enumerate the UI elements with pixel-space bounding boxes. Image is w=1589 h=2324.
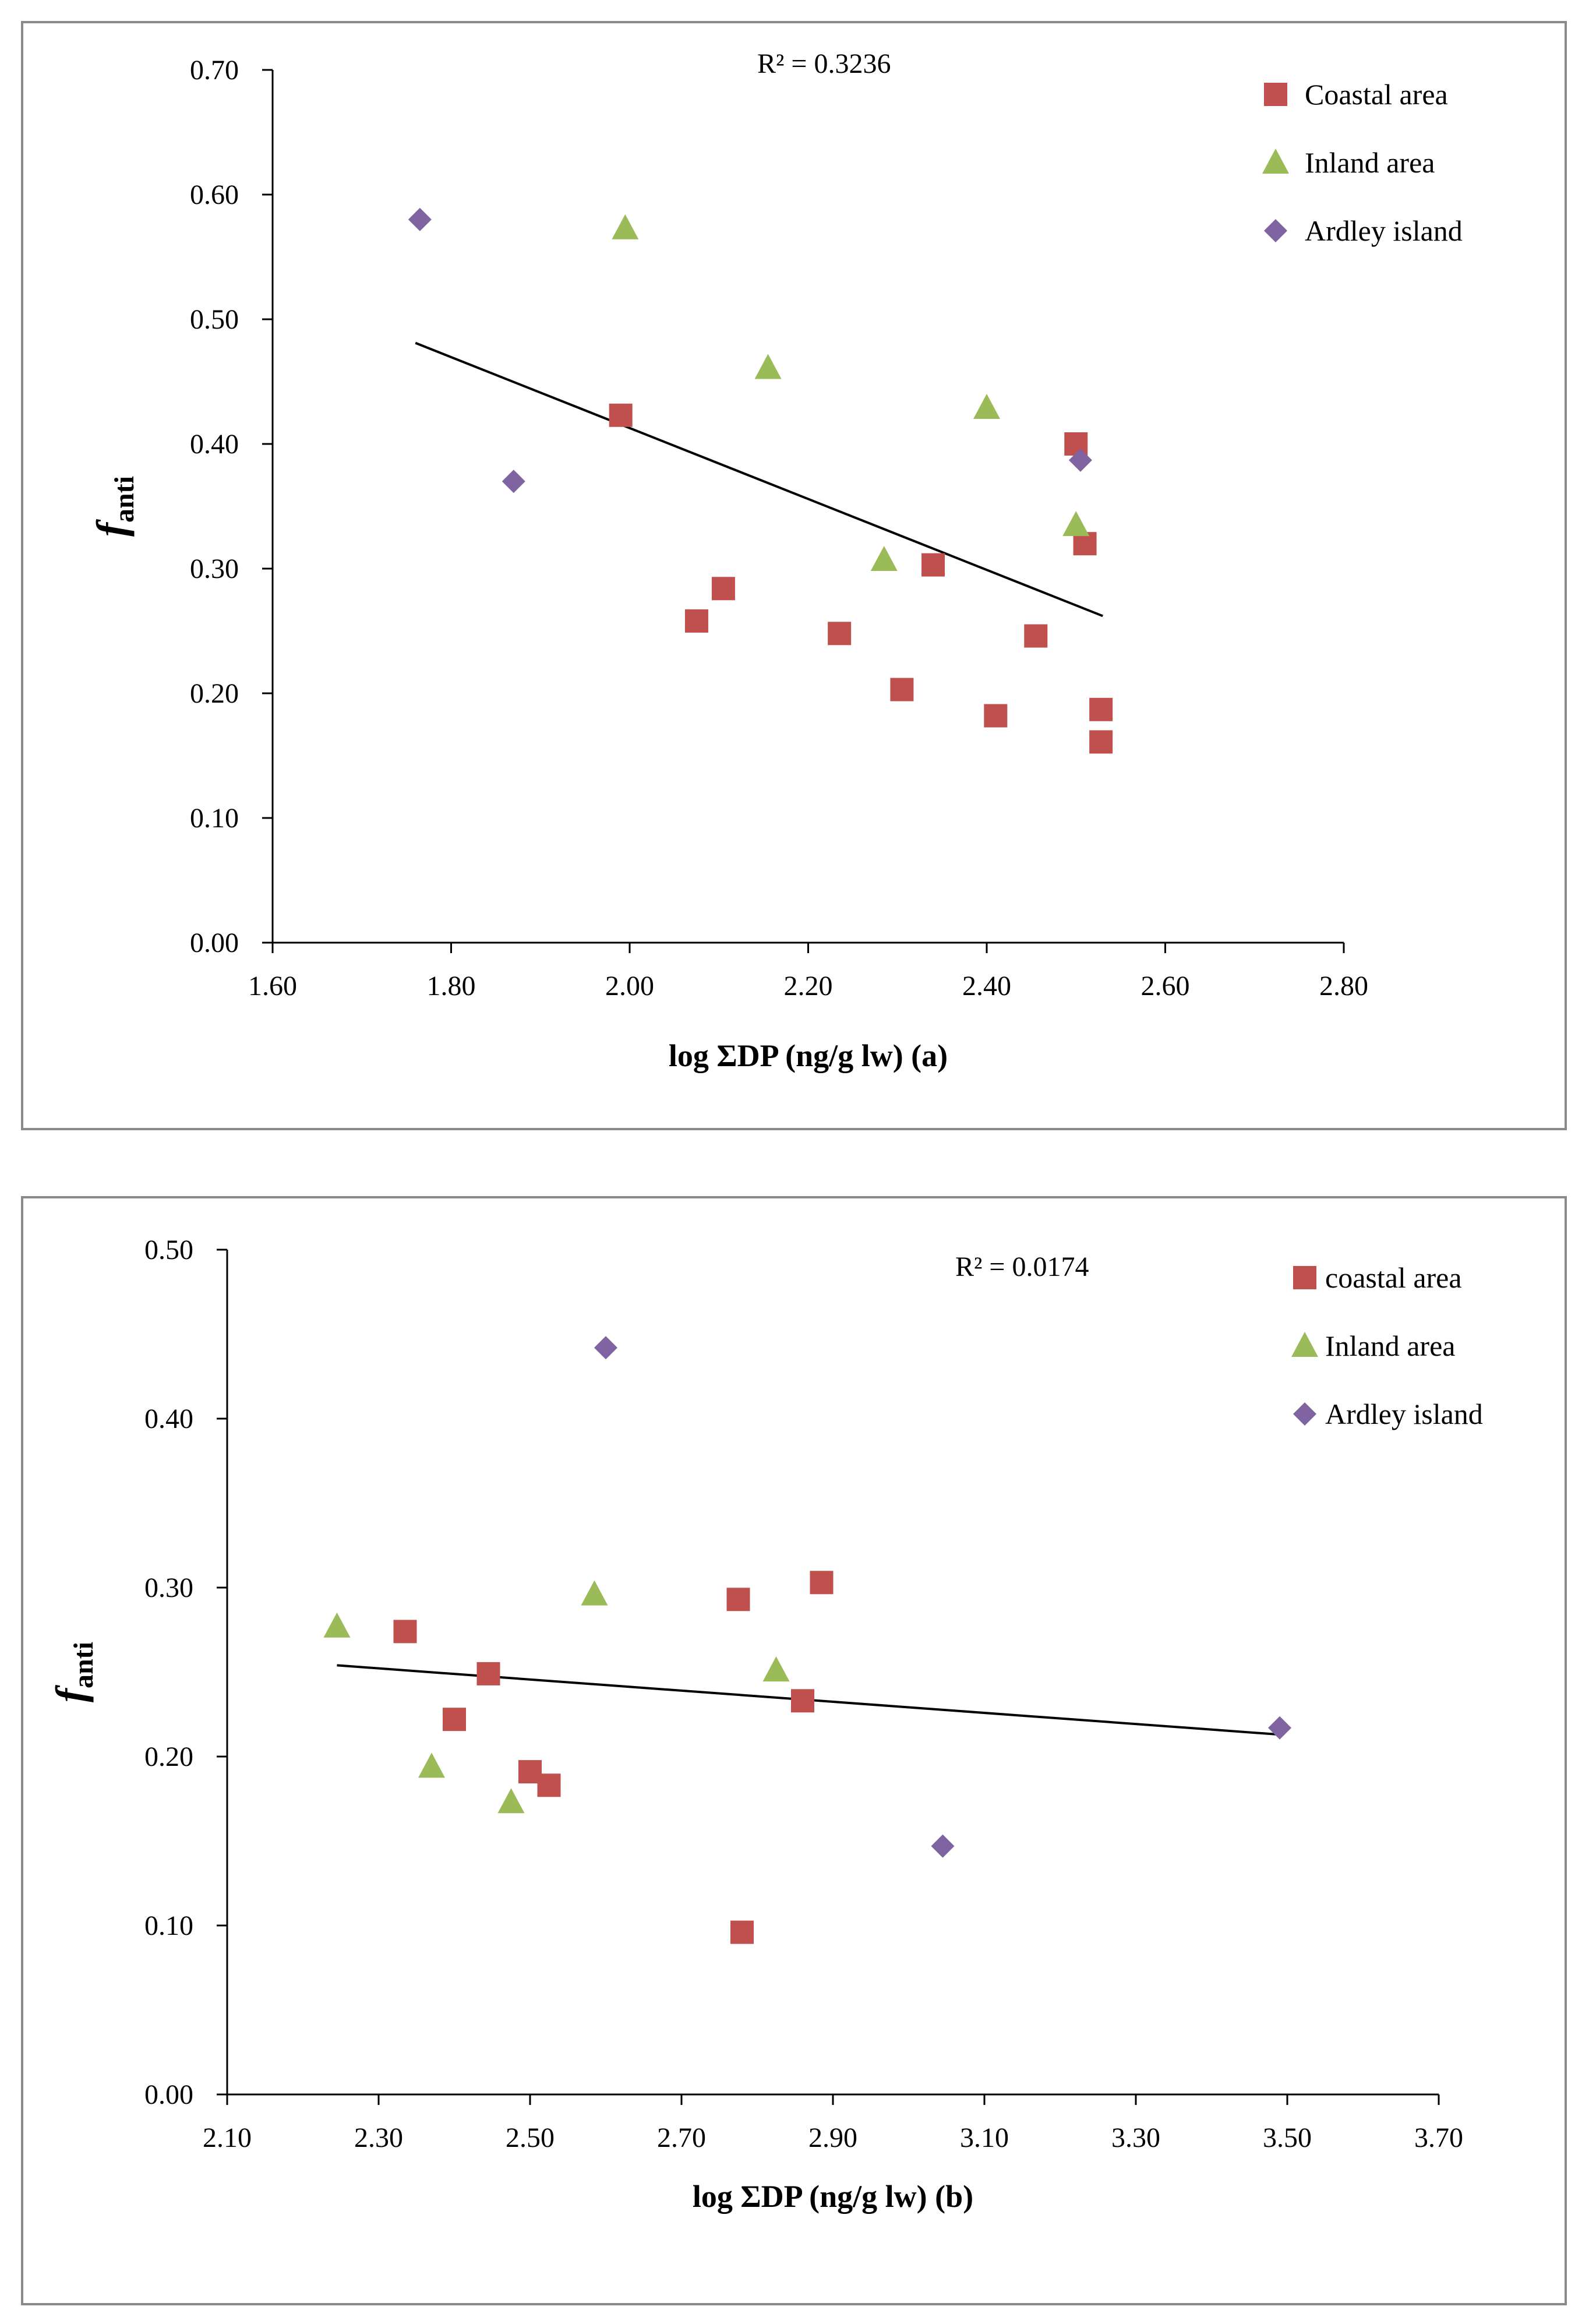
data-point-ardley (1268, 1716, 1291, 1740)
y-tick-label: 0.00 (190, 928, 239, 958)
data-point-coastal (684, 609, 708, 633)
y-tick-label: 0.50 (144, 1235, 193, 1265)
x-axis-label: log ΣDP (ng/g lw) (a) (669, 1038, 948, 1073)
data-point-coastal (537, 1773, 561, 1797)
data-point-ardley (502, 470, 525, 493)
data-point-ardley (594, 1336, 617, 1360)
x-tick-label: 1.80 (427, 971, 476, 1001)
y-tick-label: 0.20 (190, 678, 239, 709)
data-point-inland (1062, 511, 1090, 537)
x-tick-label: 3.70 (1414, 2122, 1463, 2153)
data-point-coastal (791, 1689, 814, 1713)
data-point-coastal (810, 1571, 834, 1595)
legend-marker-ardley (1264, 219, 1287, 242)
data-point-coastal (443, 1708, 466, 1731)
x-tick-label: 2.40 (962, 971, 1011, 1001)
y-tick-label: 0.10 (190, 803, 239, 834)
y-tick-label: 0.40 (190, 429, 239, 460)
x-tick-label: 2.00 (605, 971, 654, 1001)
y-tick-label: 0.10 (144, 1910, 193, 1941)
data-point-coastal (984, 704, 1008, 728)
trendline (415, 341, 1103, 618)
legend-marker-ardley (1293, 1402, 1316, 1426)
chart-panel-a: 0.00 0.10 0.20 0.30 0.40 0.50 0.60 0.70 1.60 1.80… (21, 21, 1567, 1130)
data-point-inland (323, 1612, 351, 1638)
legend-label-coastal: coastal area (1325, 1261, 1462, 1294)
y-tick-label: 0.30 (144, 1572, 193, 1603)
legend-label-coastal: Coastal area (1305, 78, 1448, 111)
x-tick-label: 3.50 (1263, 2122, 1312, 2153)
x-tick-label: 2.80 (1319, 971, 1368, 1001)
data-point-coastal (1089, 697, 1113, 721)
data-point-ardley (931, 1834, 955, 1858)
data-point-inland (581, 1580, 608, 1606)
y-tick-label: 0.30 (190, 553, 239, 584)
data-point-coastal (476, 1662, 500, 1685)
data-point-coastal (393, 1620, 417, 1644)
legend-label-ardley: Ardley island (1325, 1398, 1483, 1430)
x-tick-label: 2.90 (808, 2122, 857, 2153)
legend-marker-inland (1291, 1332, 1318, 1357)
chart-frame (21, 21, 1567, 1130)
data-point-ardley (408, 207, 432, 231)
x-axis-label: log ΣDP (ng/g lw) (b) (693, 2179, 973, 2214)
data-point-coastal (1064, 432, 1088, 456)
x-tick-label: 3.30 (1111, 2122, 1160, 2153)
data-point-coastal (726, 1588, 750, 1611)
data-point-coastal (828, 622, 852, 646)
y-tick-label: 0.20 (144, 1741, 193, 1772)
x-tick-label: 2.10 (203, 2122, 252, 2153)
x-tick-label: 2.70 (657, 2122, 706, 2153)
r-squared-label: R² = 0.0174 (955, 1251, 1089, 1282)
legend-label-inland: Inland area (1325, 1329, 1455, 1362)
legend-label-inland: Inland area (1305, 146, 1435, 179)
data-point-coastal (730, 1920, 754, 1944)
data-point-coastal (890, 678, 914, 701)
x-tick-label: 2.50 (506, 2122, 555, 2153)
legend-marker-coastal (1264, 83, 1287, 106)
x-tick-label: 2.60 (1141, 971, 1190, 1001)
legend-label-ardley: Ardley island (1305, 214, 1463, 247)
y-tick-label: 0.70 (190, 55, 239, 86)
data-point-ardley (1068, 448, 1092, 472)
legend-marker-coastal (1293, 1266, 1316, 1289)
y-tick-label: 0.40 (144, 1403, 193, 1434)
x-tick-label: 1.60 (248, 971, 297, 1001)
chart-panel-b: 0.00 0.10 0.20 0.30 0.40 0.50 2.10 2.30 2.50 2.70… (21, 1196, 1567, 2305)
x-tick-label: 2.30 (354, 2122, 403, 2153)
data-point-coastal (1024, 624, 1048, 648)
data-point-inland (497, 1788, 525, 1814)
data-point-inland (754, 354, 782, 379)
y-axis-label: fanti (88, 476, 140, 537)
x-tick-label: 2.20 (784, 971, 833, 1001)
y-tick-label: 0.60 (190, 179, 239, 210)
x-tick-label: 3.10 (960, 2122, 1009, 2153)
data-point-coastal (609, 403, 633, 427)
data-point-inland (762, 1656, 790, 1682)
y-axis-label-subscript: anti (68, 1642, 99, 1688)
y-axis-label-subscript: anti (109, 476, 140, 523)
data-point-coastal (711, 577, 735, 601)
data-point-inland (612, 214, 639, 239)
legend-marker-inland (1262, 149, 1289, 174)
data-point-inland (973, 393, 1000, 419)
data-point-inland (870, 546, 898, 572)
chart-frame (21, 1196, 1567, 2305)
data-point-inland (418, 1752, 445, 1778)
y-tick-label: 0.50 (190, 304, 239, 335)
y-tick-label: 0.00 (144, 2079, 193, 2110)
data-point-coastal (921, 553, 945, 577)
y-axis-label: fanti (47, 1642, 99, 1702)
data-point-coastal (1089, 730, 1113, 754)
r-squared-label: R² = 0.3236 (757, 48, 891, 79)
